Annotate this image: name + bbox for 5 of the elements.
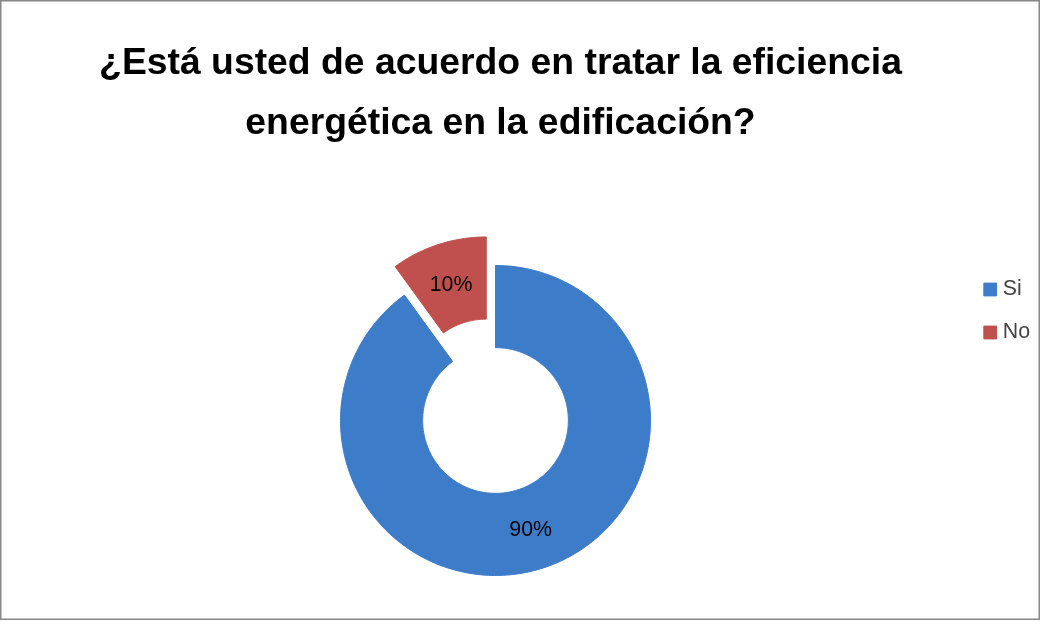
legend-label: No bbox=[1002, 319, 1030, 344]
chart-title: ¿Está usted de acuerdo en tratar la eficiencia energética en la edificación? bbox=[99, 39, 903, 142]
legend-label: Si bbox=[1002, 276, 1023, 301]
data-label: 90% bbox=[509, 516, 553, 541]
data-label: 10% bbox=[429, 271, 473, 296]
